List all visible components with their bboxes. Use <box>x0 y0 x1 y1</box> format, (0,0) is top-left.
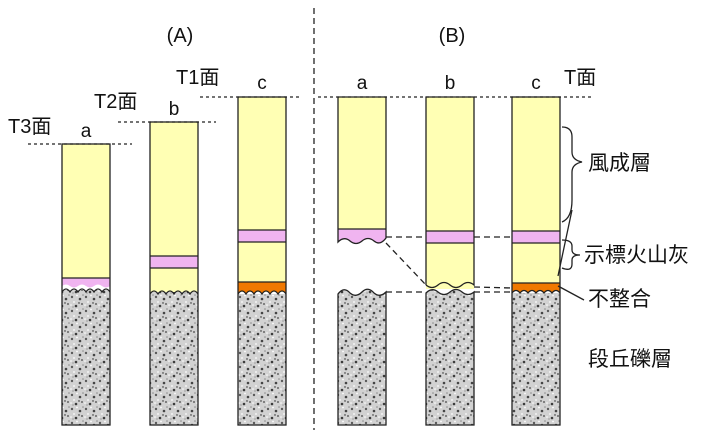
tephra-layer <box>238 230 286 242</box>
column-b-b-label: b <box>445 73 456 94</box>
t-surface-label: T面 <box>564 67 596 89</box>
legend-tephra: 示標火山灰 <box>584 243 689 267</box>
column-b-c <box>511 96 561 426</box>
t1-surface-label: T1面 <box>176 67 219 89</box>
eolian-layer <box>426 97 474 289</box>
legend-gravel: 段丘礫層 <box>588 347 672 371</box>
column-b-b <box>425 96 475 426</box>
gravel-layer <box>512 293 560 425</box>
panel-b-title: (B) <box>439 25 466 47</box>
unconformity-line <box>61 288 111 294</box>
unconformity-leader <box>557 285 585 301</box>
tephra-layer <box>150 256 198 268</box>
column-a-a-label: a <box>81 121 92 142</box>
tephra-layer <box>512 231 560 243</box>
eolian-leader <box>557 209 573 277</box>
column-b-c-label: c <box>531 73 541 94</box>
column-b-a-label: a <box>357 73 368 94</box>
t3-surface-label: T3面 <box>8 116 51 138</box>
eolian-layer <box>512 97 560 285</box>
gravel-layer <box>338 289 386 425</box>
panel-a-title: (A) <box>167 25 194 47</box>
legend-eolian: 風成層 <box>588 151 651 175</box>
gravel-layer <box>426 289 474 425</box>
t2-surface-label: T2面 <box>94 91 137 113</box>
tephra-layer <box>338 229 386 244</box>
column-a-b <box>149 121 199 426</box>
gravel-layer <box>238 294 286 425</box>
column-b-a <box>337 96 387 426</box>
gravel-layer <box>62 290 110 425</box>
eolian-layer <box>338 97 386 232</box>
eolian-layer <box>62 144 110 284</box>
tephra-brace <box>561 239 581 270</box>
eolian-brace <box>561 126 583 223</box>
column-a-b-label: b <box>169 99 180 120</box>
column-a-a <box>61 143 111 426</box>
correlation-lines <box>385 236 513 293</box>
column-a-c-label: c <box>257 73 267 94</box>
unconformity-line <box>149 290 199 296</box>
eolian-layer <box>238 97 286 292</box>
tephra-layer <box>426 231 474 243</box>
legend-unconformity: 不整合 <box>588 287 651 311</box>
column-a-c <box>237 96 287 426</box>
gravel-layer <box>150 292 198 425</box>
tephra-layer <box>62 278 110 288</box>
